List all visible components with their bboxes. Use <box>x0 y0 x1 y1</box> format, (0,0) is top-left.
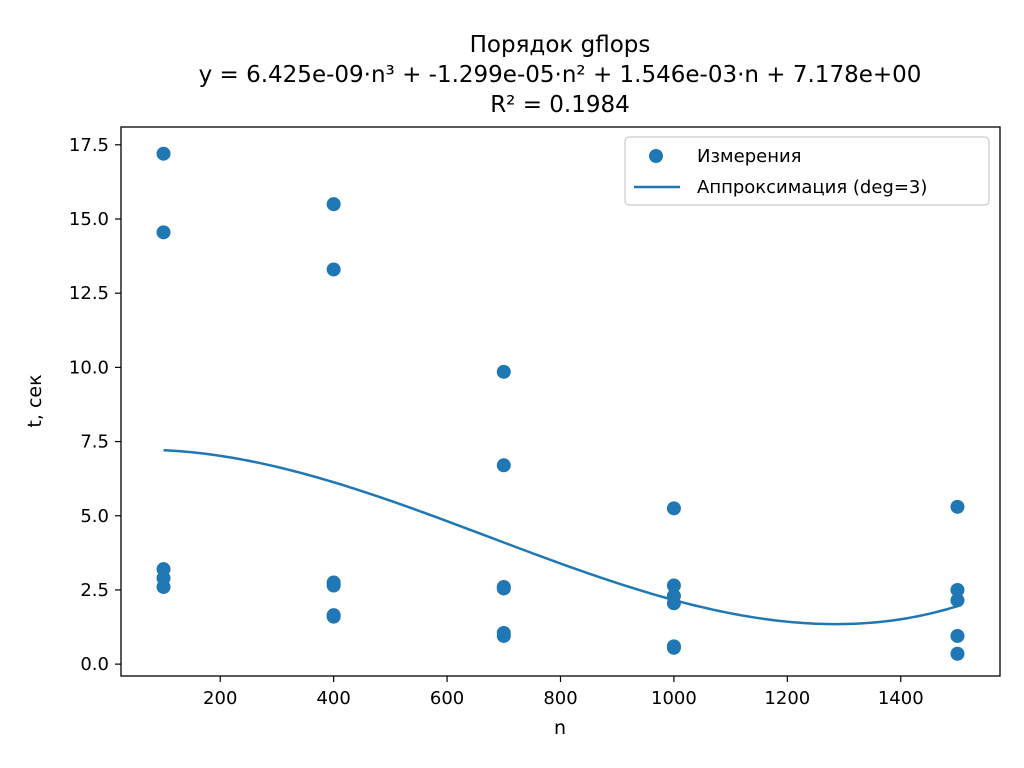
x-tick-label: 600 <box>430 688 464 709</box>
y-tick-label: 17.5 <box>69 135 109 156</box>
chart-title-line-3: R² = 0.1984 <box>490 92 630 118</box>
x-tick-label: 800 <box>543 688 577 709</box>
fit-line <box>163 448 958 626</box>
plot-area <box>121 127 1000 676</box>
y-tick-label: 10.0 <box>69 357 109 378</box>
scatter-point <box>666 501 681 516</box>
y-tick-label: 5.0 <box>80 506 109 527</box>
x-tick-label: 400 <box>316 688 350 709</box>
legend-label-measurements: Измерения <box>697 146 801 167</box>
scatter-point <box>496 581 511 596</box>
scatter-point <box>666 596 681 611</box>
y-tick-label: 7.5 <box>80 432 109 453</box>
y-tick-label: 2.5 <box>80 580 109 601</box>
scatter-point <box>326 197 341 212</box>
scatter-point <box>666 578 681 593</box>
legend-label-fit: Аппроксимация (deg=3) <box>697 177 927 198</box>
x-axis-ticks: 200 400 600 800 1000 1200 1400 <box>203 676 924 709</box>
x-axis-label: n <box>554 717 566 739</box>
scatter-point <box>326 609 341 624</box>
x-tick-label: 200 <box>203 688 237 709</box>
scatter-points <box>156 146 965 661</box>
scatter-point <box>326 262 341 277</box>
scatter-point <box>156 225 171 240</box>
scatter-point <box>156 579 171 594</box>
y-axis-label: t, сек <box>24 374 46 427</box>
legend-box <box>624 136 990 206</box>
legend-scatter-marker <box>649 149 663 163</box>
scatter-point <box>156 146 171 161</box>
chart-title-line-1: Порядок gflops <box>470 32 651 58</box>
y-axis-ticks: 0.0 2.5 5.0 7.5 10.0 12.5 15.0 17.5 <box>69 135 121 675</box>
scatter-point <box>496 628 511 643</box>
x-tick-label: 1000 <box>651 688 697 709</box>
y-tick-label: 12.5 <box>69 283 109 304</box>
scatter-point <box>950 593 965 608</box>
x-tick-label: 1400 <box>878 688 924 709</box>
scatter-point <box>950 582 965 597</box>
y-tick-label: 15.0 <box>69 209 109 230</box>
scatter-point <box>326 578 341 593</box>
scatter-point <box>950 499 965 514</box>
x-tick-label: 1200 <box>764 688 810 709</box>
scatter-point <box>950 628 965 643</box>
scatter-point <box>950 646 965 661</box>
legend: Измерения Аппроксимация (deg=3) <box>624 136 990 206</box>
axes-frame <box>120 126 1001 677</box>
y-tick-label: 0.0 <box>80 654 109 675</box>
scatter-point <box>496 364 511 379</box>
fit-line-group <box>163 448 958 626</box>
chart-title-line-2: y = 6.425e-09·n³ + -1.299e-05·n² + 1.546… <box>199 62 922 88</box>
scatter-point <box>496 458 511 473</box>
scatter-point <box>666 640 681 655</box>
